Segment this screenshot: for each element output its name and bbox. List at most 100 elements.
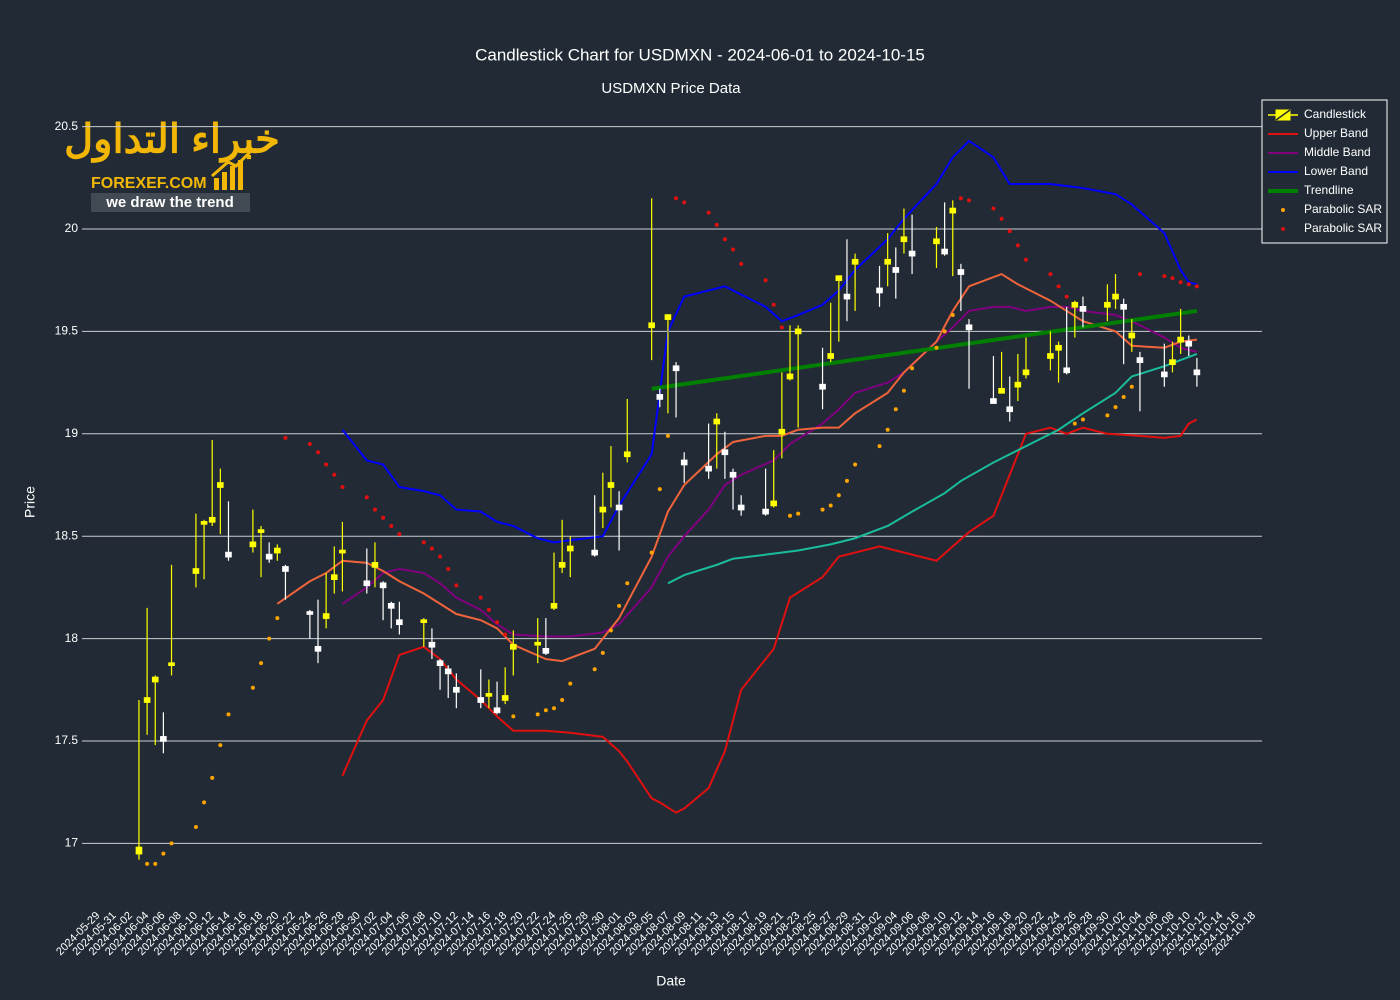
candle-body: [737, 504, 745, 511]
sar-dot: [625, 581, 630, 586]
legend-label: Parabolic SAR: [1304, 221, 1382, 235]
sar-dot: [1170, 276, 1175, 281]
sar-dot: [657, 487, 662, 492]
y-tick-label: 17: [65, 836, 79, 850]
candle-body: [998, 387, 1005, 394]
sar-dot: [332, 472, 337, 477]
candle-body: [314, 645, 322, 652]
candle-body: [1063, 367, 1070, 374]
sar-dot: [389, 523, 394, 528]
logo-icon: [214, 178, 219, 190]
candle-body: [371, 562, 379, 568]
sar-dot: [446, 566, 451, 571]
candle-body: [794, 328, 802, 335]
sar-dot: [910, 366, 915, 371]
sar-dot: [608, 628, 613, 633]
sar-dot: [193, 824, 198, 829]
sar-dot: [1137, 272, 1142, 277]
candle-body: [477, 697, 485, 703]
candle-body: [1128, 332, 1136, 339]
candle-body: [1177, 336, 1184, 343]
candle-body: [420, 619, 428, 624]
candle-body: [851, 258, 859, 265]
sar-dot: [503, 632, 508, 637]
candle-body: [729, 471, 737, 478]
sar-dot: [316, 450, 320, 455]
candle-body: [168, 662, 175, 667]
sar-dot: [454, 583, 459, 588]
candle-body: [1055, 344, 1062, 351]
candle-body: [664, 314, 672, 320]
candle-body: [379, 582, 387, 589]
y-tick-label: 17.5: [55, 733, 79, 747]
sar-dot: [486, 607, 491, 612]
y-tick-label: 18.5: [55, 528, 79, 542]
candle-body: [770, 500, 778, 507]
chart-title: Candlestick Chart for USDMXN - 2024-06-0…: [475, 45, 925, 64]
sar-dot: [999, 216, 1004, 221]
candle-body: [1071, 301, 1079, 308]
candle-body: [876, 287, 883, 294]
sar-dot: [828, 503, 833, 508]
sar-dot: [788, 513, 792, 518]
candle-body: [1169, 359, 1176, 365]
y-tick-label: 19: [65, 426, 79, 440]
indicator-line: [651, 308, 1198, 391]
indicator-line: [341, 305, 1198, 638]
candle-body: [835, 275, 843, 282]
candle-body: [680, 459, 688, 466]
sar-dot: [617, 603, 622, 608]
sar-dot: [820, 507, 825, 512]
sar-dot: [853, 462, 858, 467]
candle-body: [485, 693, 493, 697]
sar-dot: [885, 427, 890, 432]
candle-body: [949, 207, 957, 214]
candle-body: [900, 236, 908, 243]
candle-body: [990, 398, 997, 404]
legend-label: Parabolic SAR: [1304, 202, 1382, 216]
sar-dot: [381, 515, 386, 520]
candle-body: [591, 549, 598, 556]
legend-label: Trendline: [1304, 183, 1354, 197]
legend-label: Candlestick: [1304, 107, 1367, 121]
sar-dot: [1178, 280, 1183, 285]
sar-dot: [1129, 384, 1134, 389]
sar-dot: [682, 200, 687, 205]
sar-dot: [1113, 405, 1118, 410]
legend-label: Lower Band: [1304, 164, 1368, 178]
sar-dot: [763, 278, 768, 283]
sar-dot: [324, 462, 329, 467]
sar-dot: [796, 511, 801, 516]
candle-body: [160, 736, 167, 742]
candle-body: [444, 668, 452, 675]
sar-dot: [478, 595, 483, 600]
candle-body: [306, 611, 314, 615]
sar-dot: [397, 532, 402, 537]
candle-body: [428, 641, 436, 648]
sar-dot: [438, 554, 443, 559]
logo-icon: [211, 148, 254, 178]
chart-subtitle: USDMXN Price Data: [601, 80, 741, 97]
candle-body: [672, 365, 680, 372]
sar-dot: [779, 325, 784, 330]
candle-body: [965, 324, 973, 331]
sar-dot: [364, 495, 369, 500]
sar-dot: [495, 620, 500, 625]
sar-dot: [169, 841, 174, 846]
legend-label: Upper Band: [1304, 126, 1368, 140]
candle-body: [607, 482, 615, 488]
sar-dot: [218, 743, 223, 748]
sar-dot: [1072, 421, 1077, 426]
candle-body: [387, 602, 395, 609]
candle-body: [143, 697, 151, 703]
candle-body: [933, 238, 940, 245]
candle-body: [656, 394, 664, 400]
candle-body: [558, 562, 566, 568]
y-tick-label: 18: [65, 631, 79, 645]
candle-body: [908, 250, 916, 257]
candle-body: [843, 293, 851, 300]
sar-dot: [372, 507, 377, 512]
sar-dot: [958, 196, 963, 201]
